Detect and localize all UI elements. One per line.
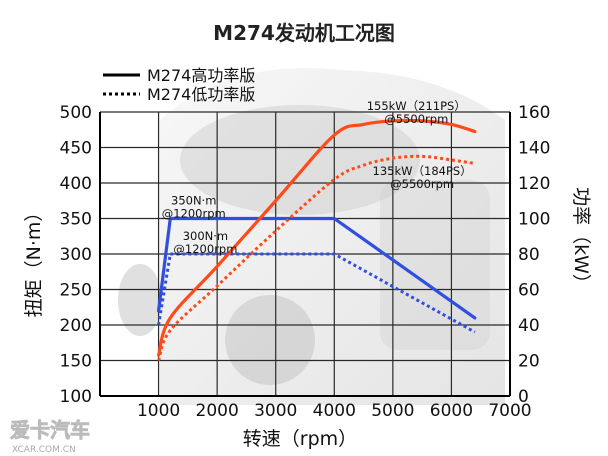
y-left-tick-label: 400 bbox=[60, 174, 92, 194]
y-right-tick-label: 120 bbox=[518, 174, 550, 194]
legend-label: M274低功率版 bbox=[147, 85, 255, 104]
y-right-tick-label: 160 bbox=[518, 103, 550, 123]
torque-high-line bbox=[156, 216, 477, 320]
x-tick-label: 2000 bbox=[196, 401, 239, 421]
y-right-tick-label: 100 bbox=[518, 210, 550, 230]
y-right-tick-label: 20 bbox=[518, 352, 540, 372]
x-tick-label: 1000 bbox=[137, 401, 180, 421]
legend-label: M274高功率版 bbox=[147, 66, 255, 85]
y-left-tick-label: 250 bbox=[60, 281, 92, 301]
x-tick-label: 7000 bbox=[488, 401, 531, 421]
tick-labels: 1001502002503003504004505000204060801001… bbox=[60, 103, 551, 421]
x-tick-label: 3000 bbox=[254, 401, 297, 421]
annotation-text: @5500rpm bbox=[390, 177, 454, 191]
watermark-site: XCAR.COM.CN bbox=[12, 445, 76, 455]
y-axis-right-label: 功率（kW） bbox=[570, 187, 592, 293]
series-lines bbox=[156, 118, 477, 362]
y-right-tick-label: 0 bbox=[518, 387, 529, 407]
watermark-logo: 爱卡汽车 XCAR.COM.CN bbox=[10, 418, 91, 455]
chart-axes bbox=[99, 112, 511, 397]
power-high-line bbox=[156, 118, 477, 357]
annotation-text: 300N·m bbox=[183, 229, 228, 243]
y-right-tick-label: 80 bbox=[518, 245, 540, 265]
y-left-tick-label: 100 bbox=[60, 387, 92, 407]
x-tick-label: 6000 bbox=[430, 401, 473, 421]
annotation-text: @1200rpm bbox=[162, 206, 226, 220]
x-tick-label: 4000 bbox=[313, 401, 356, 421]
y-right-tick-label: 60 bbox=[518, 281, 540, 301]
y-left-tick-label: 200 bbox=[60, 316, 92, 336]
annotation-text: 135kW（184PS） bbox=[373, 164, 472, 178]
y-right-tick-label: 40 bbox=[518, 316, 540, 336]
y-left-tick-label: 300 bbox=[60, 245, 92, 265]
chart-title: M274发动机工况图 bbox=[213, 21, 395, 45]
y-axis-left-label: 扭矩（N·m） bbox=[23, 203, 45, 318]
annotations: 155kW（211PS）@5500rpm135kW（184PS）@5500rpm… bbox=[162, 99, 472, 256]
power-low-line bbox=[157, 154, 476, 362]
annotation-text: @1200rpm bbox=[173, 242, 237, 256]
y-left-tick-label: 350 bbox=[60, 210, 92, 230]
y-right-tick-label: 140 bbox=[518, 139, 550, 159]
y-left-tick-label: 450 bbox=[60, 139, 92, 159]
annotation-text: @5500rpm bbox=[384, 112, 448, 126]
annotation-text: 350N·m bbox=[171, 193, 216, 207]
annotation-text: 155kW（211PS） bbox=[367, 99, 466, 113]
y-left-tick-label: 150 bbox=[60, 352, 92, 372]
y-left-tick-label: 500 bbox=[60, 103, 92, 123]
watermark-brand: 爱卡汽车 bbox=[10, 418, 90, 442]
x-tick-label: 5000 bbox=[371, 401, 414, 421]
x-axis-label: 转速（rpm） bbox=[243, 428, 357, 450]
